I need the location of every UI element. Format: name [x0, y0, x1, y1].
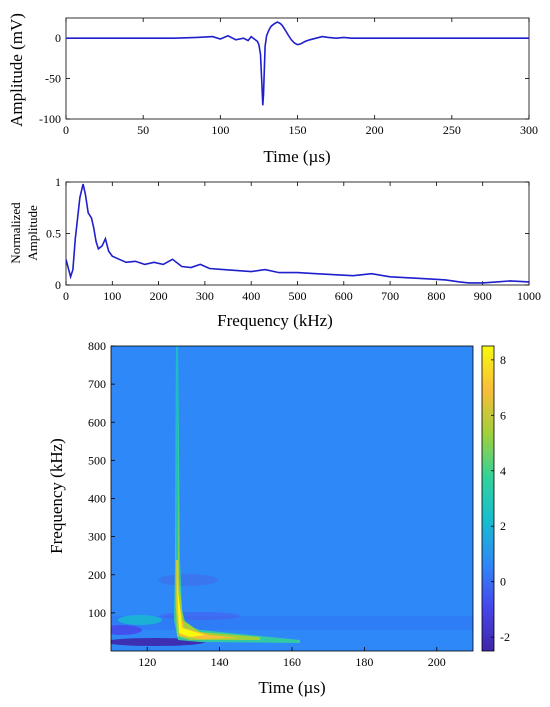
heatmap-cyan-lobe — [118, 615, 162, 625]
time-signal-y-tick-label: -50 — [45, 72, 61, 86]
spectrum-y-axis-label-line-1: Normalized — [8, 202, 23, 264]
heatmap-y-tick-label: 600 — [88, 415, 106, 429]
heatmap-x-tick-label: 180 — [355, 655, 373, 669]
spectrum-x-tick-label: 800 — [427, 289, 445, 303]
heatmap-background — [111, 346, 473, 651]
time-signal-x-tick-label: 100 — [211, 123, 229, 137]
colorbar-tick-label: 0 — [500, 575, 506, 589]
spectrum-chart: 0 100 200 300 400 500 600 700 800 900 1000 0 0.5 1 F… — [8, 175, 541, 330]
heatmap-y-tick-label: 100 — [88, 606, 106, 620]
heatmap-x-axis-label: Time (µs) — [258, 678, 325, 697]
spectrum-x-tick-label: 200 — [150, 289, 168, 303]
heatmap-purple-lobe — [160, 612, 240, 620]
heatmap-y-tick-label: 500 — [88, 453, 106, 467]
spectrum-y-tick-label: 0.5 — [46, 227, 61, 241]
spectrum-x-tick-label: 900 — [474, 289, 492, 303]
time-signal-y-tick-label: -100 — [39, 112, 61, 126]
time-signal-x-tick-label: 150 — [289, 123, 307, 137]
colorbar — [481, 345, 495, 652]
spectrum-x-tick-label: 100 — [103, 289, 121, 303]
time-signal-line — [66, 21, 529, 106]
heatmap-y-tick-label: 200 — [88, 568, 106, 582]
time-frequency-heatmap: 120 140 160 180 200 100 200 300 400 500 600 700 800… — [47, 339, 510, 697]
spectrum-line — [66, 183, 529, 284]
heatmap-y-tick-label: 300 — [88, 530, 106, 544]
heatmap-x-tick-label: 200 — [428, 655, 446, 669]
spectrum-x-tick-label: 300 — [196, 289, 214, 303]
heatmap-y-tick-label: 700 — [88, 377, 106, 391]
colorbar-tick-label: -2 — [500, 630, 510, 644]
spectrum-plot-area — [65, 181, 530, 286]
heatmap-y-axis-label: Frequency (kHz) — [47, 438, 66, 554]
spectrum-x-tick-label: 500 — [289, 289, 307, 303]
spectrum-y-tick-label: 0 — [55, 278, 61, 292]
colorbar-tick-label: 4 — [500, 464, 506, 478]
colorbar-tick-label: 2 — [500, 519, 506, 533]
heatmap-ridge-inner — [176, 520, 240, 639]
spectrum-x-tick-label: 0 — [63, 289, 69, 303]
heatmap-x-tick-label: 120 — [138, 655, 156, 669]
heatmap-ridge-peak — [177, 580, 205, 637]
time-signal-plot-area — [65, 17, 530, 120]
spectrum-x-tick-label: 600 — [335, 289, 353, 303]
spectrum-x-tick-label: 1000 — [517, 289, 541, 303]
spectrum-x-tick-label: 400 — [242, 289, 260, 303]
heatmap-low-band — [111, 616, 473, 630]
spectrum-x-tick-label: 700 — [381, 289, 399, 303]
heatmap-y-tick-label: 400 — [88, 492, 106, 506]
time-signal-x-tick-label: 0 — [63, 123, 69, 137]
heatmap-x-tick-label: 140 — [211, 655, 229, 669]
time-signal-x-tick-label: 300 — [520, 123, 538, 137]
spectrum-y-tick-label: 1 — [55, 175, 61, 189]
time-signal-chart: 0 50 100 150 200 250 300 0 -50 -100 Time (µs) Am… — [7, 13, 538, 166]
time-signal-x-axis-label: Time (µs) — [263, 147, 330, 166]
spectrum-x-axis-label: Frequency (kHz) — [217, 311, 333, 330]
colorbar-tick-label: 8 — [500, 353, 506, 367]
heatmap-faint-lobe — [158, 574, 218, 586]
time-signal-y-tick-label: 0 — [55, 31, 61, 45]
time-signal-x-tick-label: 50 — [137, 123, 149, 137]
time-signal-x-tick-label: 200 — [366, 123, 384, 137]
time-signal-x-tick-label: 250 — [443, 123, 461, 137]
heatmap-x-tick-label: 160 — [283, 655, 301, 669]
heatmap-dark-lobe-left — [111, 625, 142, 635]
colorbar-tick-label: 6 — [500, 408, 506, 422]
spectrum-y-axis-label-line-2: Amplitude — [25, 205, 40, 261]
time-signal-y-axis-label: Amplitude (mV) — [7, 13, 26, 127]
heatmap-y-tick-label: 800 — [88, 339, 106, 353]
